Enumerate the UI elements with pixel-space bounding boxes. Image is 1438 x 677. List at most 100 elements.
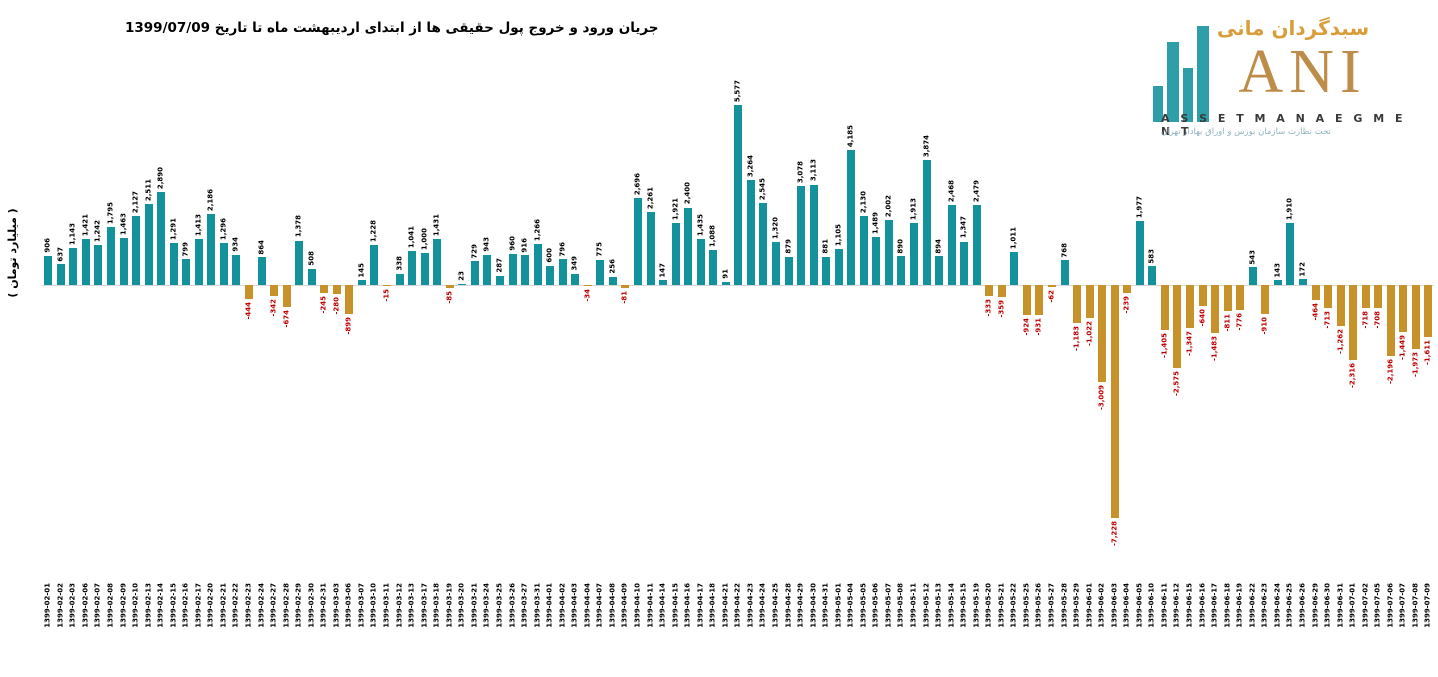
bar-value-label: 1,088 [708, 224, 717, 247]
x-axis-tick: 1399-06-24 [1272, 583, 1285, 643]
bar-column: 2,468 [945, 65, 958, 560]
bar-negative [1198, 285, 1207, 306]
x-axis-tick: 1399-03-07 [356, 583, 369, 643]
bar-column: -81 [619, 65, 632, 560]
bar-positive [395, 274, 404, 285]
x-axis-tick: 1399-02-09 [117, 583, 130, 643]
x-axis-tick-label: 1399-02-03 [68, 583, 77, 628]
x-axis-tick: 1399-06-15 [1184, 583, 1197, 643]
x-axis-tick: 1399-04-08 [607, 583, 620, 643]
x-axis-tick: 1399-06-17 [1209, 583, 1222, 643]
x-axis-tick: 1399-04-04 [582, 583, 595, 643]
x-axis-tick: 1399-03-03 [331, 583, 344, 643]
x-axis-tick-label: 1399-03-26 [508, 583, 516, 628]
bar-column: -2,316 [1347, 65, 1360, 560]
bar-value-label: 287 [495, 258, 504, 273]
x-axis-tick-label: 1399-02-27 [269, 583, 278, 628]
bar-positive [1135, 221, 1144, 285]
bar-column: 943 [481, 65, 494, 560]
bar-negative [621, 285, 630, 288]
bar-column: -674 [280, 65, 293, 560]
bar-value-label: 2,696 [633, 172, 642, 195]
x-axis-tick: 1399-05-19 [970, 583, 983, 643]
bar-value-label: -1,611 [1423, 339, 1432, 366]
company-logo: سبدگردان مانی ANI A S S E T M A N A E G … [1145, 8, 1430, 148]
bar-positive [470, 261, 479, 285]
bar-column: 5,577 [732, 65, 745, 560]
bar-positive [872, 236, 881, 285]
bar-positive [797, 185, 806, 285]
x-axis-tick-label: 1399-06-10 [1147, 583, 1156, 628]
x-axis-tick: 1399-04-29 [795, 583, 808, 643]
x-axis-tick-label: 1399-04-21 [721, 583, 730, 628]
x-axis-tick-label: 1399-04-02 [558, 583, 567, 628]
logo-brand-name-farsi: سبدگردان مانی [1216, 16, 1370, 40]
bar-column: 1,431 [431, 65, 444, 560]
logo-subtitle-english: A S S E T M A N A E G M E N T [1161, 112, 1407, 138]
bar-value-label: 2,186 [206, 189, 215, 212]
bar-column: 3,264 [745, 65, 758, 560]
bar-column: 338 [393, 65, 406, 560]
bar-value-label: 349 [570, 256, 579, 271]
bar-negative [1374, 285, 1383, 308]
bar-value-label: 960 [508, 236, 516, 252]
x-axis-tick: 1399-06-02 [1096, 583, 1109, 643]
x-axis-tick-label: 1399-02-10 [131, 583, 140, 628]
bar-negative [320, 285, 329, 293]
bar-column: -1,183 [1071, 65, 1084, 560]
logo-building-bar [1167, 42, 1179, 122]
bar-positive [194, 239, 203, 285]
bar-column: -359 [996, 65, 1009, 560]
x-axis-tick: 1399-04-28 [782, 583, 795, 643]
bar-value-label: 906 [43, 238, 52, 253]
x-axis-tick-label: 1399-03-18 [432, 583, 441, 628]
bar-column: 796 [556, 65, 569, 560]
x-axis-tick: 1399-02-10 [130, 583, 143, 643]
x-axis-tick-label: 1399-07-06 [1386, 583, 1395, 628]
bar-value-label: -910 [1260, 317, 1269, 335]
bar-column: 1,105 [832, 65, 845, 560]
bar-value-label: 799 [181, 241, 190, 257]
bar-value-label: 1,320 [771, 217, 780, 240]
x-axis-tick-label: 1399-05-15 [959, 583, 968, 628]
x-axis-tick-label: 1399-02-21 [219, 583, 228, 628]
bar-column: 1,489 [870, 65, 883, 560]
bar-negative [1048, 285, 1057, 287]
x-axis-tick: 1399-04-11 [644, 583, 657, 643]
bar-positive [169, 243, 178, 285]
bar-column: -342 [268, 65, 281, 560]
x-axis-tick-label: 1399-07-09 [1423, 583, 1432, 628]
x-axis-tick: 1399-02-24 [255, 583, 268, 643]
bar-column: 1,088 [707, 65, 720, 560]
bar-value-label: 796 [558, 241, 567, 257]
bar-column: 23 [456, 65, 469, 560]
bar-positive [897, 256, 906, 285]
bar-column: 906 [42, 65, 55, 560]
bar-positive [633, 198, 642, 285]
bar-positive [295, 240, 304, 285]
x-axis-tick: 1399-02-20 [205, 583, 218, 643]
logo-buildings-icon [1153, 26, 1209, 122]
bar-positive [420, 252, 429, 285]
bar-value-label: 583 [1147, 248, 1156, 264]
bar-column: -1,449 [1397, 65, 1410, 560]
bar-negative [270, 285, 279, 297]
bar-positive [232, 254, 241, 285]
x-axis-tick: 1399-05-15 [958, 583, 971, 643]
bar-value-label: 1,378 [294, 215, 303, 238]
bar-value-label: 1,795 [106, 201, 115, 225]
x-axis-tick-label: 1399-04-07 [595, 583, 604, 628]
x-axis-tick-label: 1399-05-28 [1060, 583, 1069, 628]
x-axis-tick-label: 1399-04-30 [809, 583, 818, 628]
x-axis-tick: 1399-02-03 [67, 583, 80, 643]
x-axis-tick: 1399-02-15 [167, 583, 180, 643]
bar-positive [571, 273, 580, 285]
bar-positive [182, 259, 191, 285]
bar-negative [1311, 285, 1320, 300]
bar-negative [445, 285, 454, 288]
x-axis-tick: 1399-02-02 [55, 583, 68, 643]
x-axis-tick: 1399-06-18 [1221, 583, 1234, 643]
bar-value-label: 894 [934, 238, 943, 254]
x-axis-tick-label: 1399-04-15 [671, 583, 680, 628]
bar-column: 894 [933, 65, 946, 560]
